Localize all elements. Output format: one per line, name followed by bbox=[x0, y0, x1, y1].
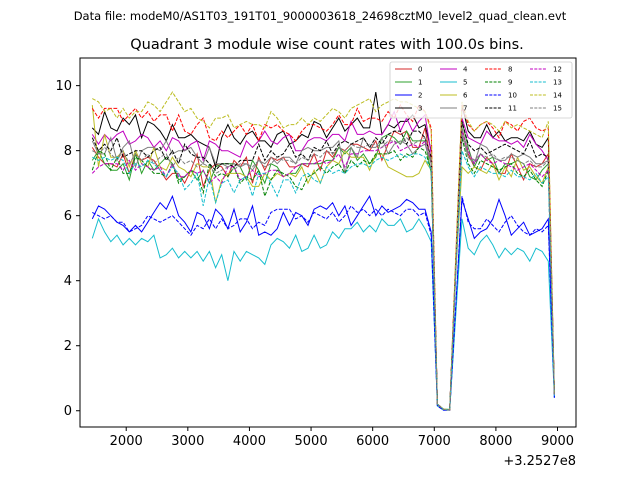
series-line-12 bbox=[91, 130, 555, 411]
legend-entry-8: 8 bbox=[485, 66, 512, 74]
plot-area bbox=[91, 91, 555, 411]
legend-box bbox=[389, 61, 573, 119]
legend-label: 2 bbox=[418, 92, 422, 100]
series-line-6 bbox=[91, 105, 555, 411]
legend-entry-12: 12 bbox=[530, 66, 562, 74]
legend-label: 10 bbox=[508, 92, 517, 100]
y-tick-label: 2 bbox=[64, 339, 72, 354]
series-line-5 bbox=[91, 217, 555, 411]
legend-entry-10: 10 bbox=[485, 92, 517, 100]
legend-label: 3 bbox=[418, 105, 422, 113]
x-tick-label: 7000 bbox=[418, 434, 451, 449]
legend-label: 14 bbox=[553, 92, 562, 100]
data-file-caption: Data file: modeM0/AS1T03_191T01_90000036… bbox=[74, 9, 567, 23]
series-line-13 bbox=[92, 150, 555, 411]
x-axis: 2000 3000 4000 5000 6000 7000 8000 9000 bbox=[110, 427, 574, 449]
x-tick-label: 8000 bbox=[479, 434, 512, 449]
legend-label: 11 bbox=[508, 105, 517, 113]
legend-label: 6 bbox=[463, 92, 468, 100]
axes-frame bbox=[79, 57, 577, 428]
series-line-7 bbox=[91, 134, 555, 411]
legend-label: 15 bbox=[553, 105, 562, 113]
legend-entry-9: 9 bbox=[485, 79, 512, 87]
series-line-10 bbox=[92, 196, 555, 411]
legend-label: 13 bbox=[553, 79, 562, 87]
legend-label: 0 bbox=[418, 66, 422, 74]
x-offset-label: +3.2527e8 bbox=[503, 454, 576, 469]
legend-label: 12 bbox=[553, 66, 562, 74]
legend-entry-11: 11 bbox=[485, 105, 517, 113]
legend-entry-1: 1 bbox=[395, 79, 422, 87]
chart-title: Quadrant 3 module wise count rates with … bbox=[130, 37, 524, 53]
legend-entry-7: 7 bbox=[440, 105, 467, 113]
series-line-0 bbox=[91, 127, 555, 411]
series-line-11 bbox=[91, 121, 555, 411]
y-tick-label: 10 bbox=[55, 79, 72, 94]
legend-label: 4 bbox=[463, 66, 468, 74]
x-tick-label: 5000 bbox=[295, 434, 328, 449]
legend-label: 9 bbox=[508, 79, 512, 87]
legend-label: 1 bbox=[418, 79, 422, 87]
x-tick-label: 4000 bbox=[233, 434, 266, 449]
series-line-3 bbox=[91, 92, 555, 411]
series-line-9 bbox=[91, 137, 555, 411]
series-line-4 bbox=[91, 110, 555, 411]
legend-entry-0: 0 bbox=[395, 66, 422, 74]
x-tick-label: 3000 bbox=[171, 434, 204, 449]
legend-label: 5 bbox=[463, 79, 467, 87]
x-tick-label: 2000 bbox=[110, 434, 143, 449]
series-line-15 bbox=[92, 127, 555, 411]
legend-entry-13: 13 bbox=[530, 79, 562, 87]
legend-label: 8 bbox=[508, 66, 512, 74]
legend-entry-2: 2 bbox=[395, 92, 422, 100]
legend-entry-15: 15 bbox=[530, 105, 562, 113]
legend-entry-6: 6 bbox=[440, 92, 468, 100]
x-tick-label: 9000 bbox=[541, 434, 574, 449]
y-tick-label: 0 bbox=[64, 404, 72, 419]
y-axis: 0 2 4 6 8 10 bbox=[55, 79, 80, 419]
series-line-14 bbox=[92, 91, 555, 411]
x-tick-label: 6000 bbox=[356, 434, 389, 449]
legend-entry-4: 4 bbox=[440, 66, 468, 74]
y-tick-label: 8 bbox=[64, 144, 72, 159]
legend-label: 7 bbox=[463, 105, 467, 113]
series-line-1 bbox=[91, 121, 555, 410]
legend-entry-5: 5 bbox=[440, 79, 467, 87]
y-tick-label: 4 bbox=[64, 274, 72, 289]
legend-entry-14: 14 bbox=[530, 92, 562, 100]
y-tick-label: 6 bbox=[64, 209, 72, 224]
series-line-2 bbox=[91, 194, 555, 411]
legend-entry-3: 3 bbox=[395, 105, 422, 113]
